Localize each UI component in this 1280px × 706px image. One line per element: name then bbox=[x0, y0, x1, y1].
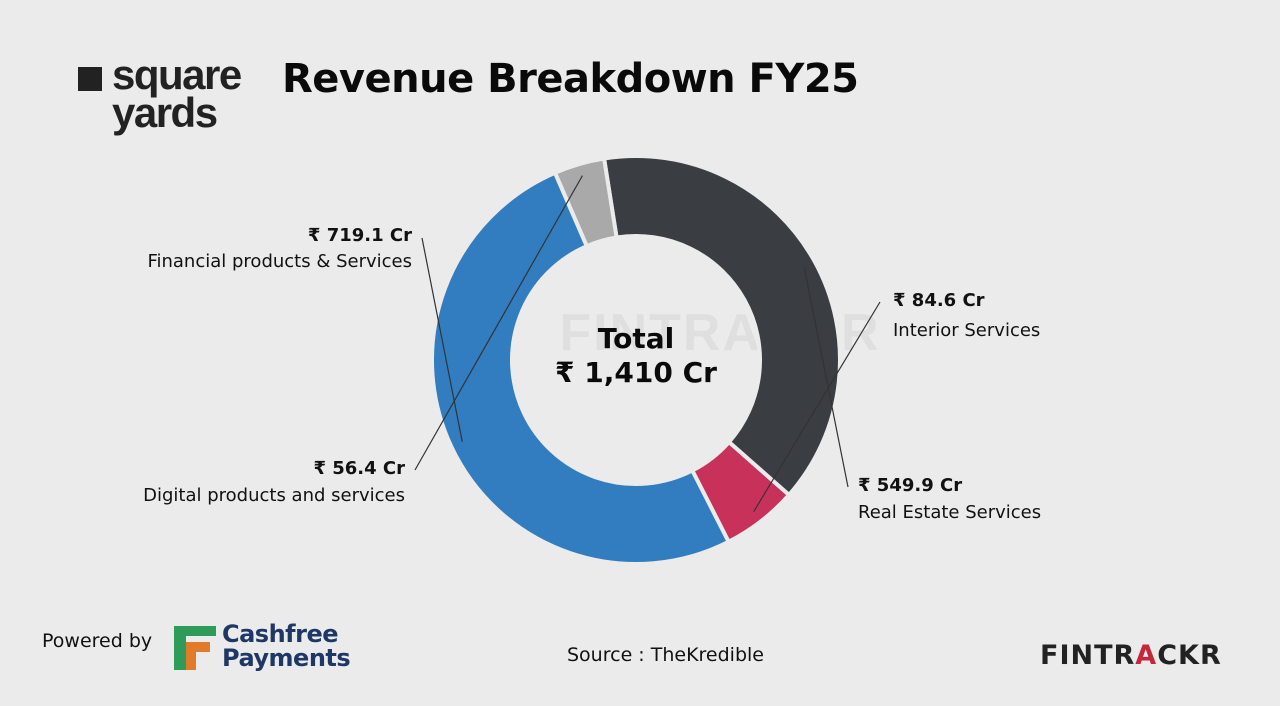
cashfree-logo-line1: Cashfree bbox=[222, 620, 339, 648]
category-label-real-estate-services: Real Estate Services bbox=[858, 502, 1041, 523]
fintrackr-logo-part1: FINTR bbox=[1040, 640, 1136, 671]
center-total-label: Total bbox=[598, 322, 675, 355]
powered-by-label: Powered by bbox=[42, 630, 153, 652]
leader-line-financial-products-and-services bbox=[421, 237, 463, 442]
center-total-value: ₹ 1,410 Cr bbox=[555, 356, 717, 389]
cashfree-logo-line2: Payments bbox=[222, 644, 351, 672]
value-label-digital-products-and-services: ₹ 56.4 Cr bbox=[313, 458, 405, 479]
category-label-interior-services: Interior Services bbox=[893, 320, 1040, 341]
leader-line-interior-services bbox=[753, 301, 881, 513]
value-label-interior-services: ₹ 84.6 Cr bbox=[893, 290, 985, 311]
slice-financial-products-and-services bbox=[429, 170, 731, 566]
slice-real-estate-services bbox=[602, 154, 842, 497]
fintrackr-logo: FINTRACKR bbox=[1040, 640, 1222, 671]
donut-slices bbox=[429, 154, 842, 566]
square-yards-logo-mark bbox=[78, 67, 102, 91]
fintrackr-logo-part2: CKR bbox=[1157, 640, 1222, 671]
slice-labels: ₹ 84.6 Cr Interior Services ₹ 549.9 Cr Real… bbox=[143, 175, 1041, 523]
source-note: Source : TheKredible bbox=[567, 644, 764, 666]
value-label-financial-products-and-services: ₹ 719.1 Cr bbox=[308, 225, 412, 246]
value-label-real-estate-services: ₹ 549.9 Cr bbox=[858, 475, 962, 496]
cashfree-logo: Cashfree Payments bbox=[170, 620, 370, 676]
leader-line-real-estate-services bbox=[803, 267, 849, 488]
fintrackr-logo-accent: A bbox=[1135, 640, 1158, 671]
square-yards-logo: square yards bbox=[78, 54, 268, 138]
chart-title: Revenue Breakdown FY25 bbox=[282, 56, 859, 102]
square-yards-logo-line2: yards bbox=[112, 89, 218, 136]
category-label-digital-products-and-services: Digital products and services bbox=[143, 485, 405, 506]
leader-line-digital-products-and-services bbox=[414, 175, 583, 471]
square-yards-logo-line1: square bbox=[112, 51, 242, 98]
category-label-financial-products-and-services: Financial products & Services bbox=[147, 251, 412, 272]
cashfree-logo-icon bbox=[174, 626, 216, 670]
